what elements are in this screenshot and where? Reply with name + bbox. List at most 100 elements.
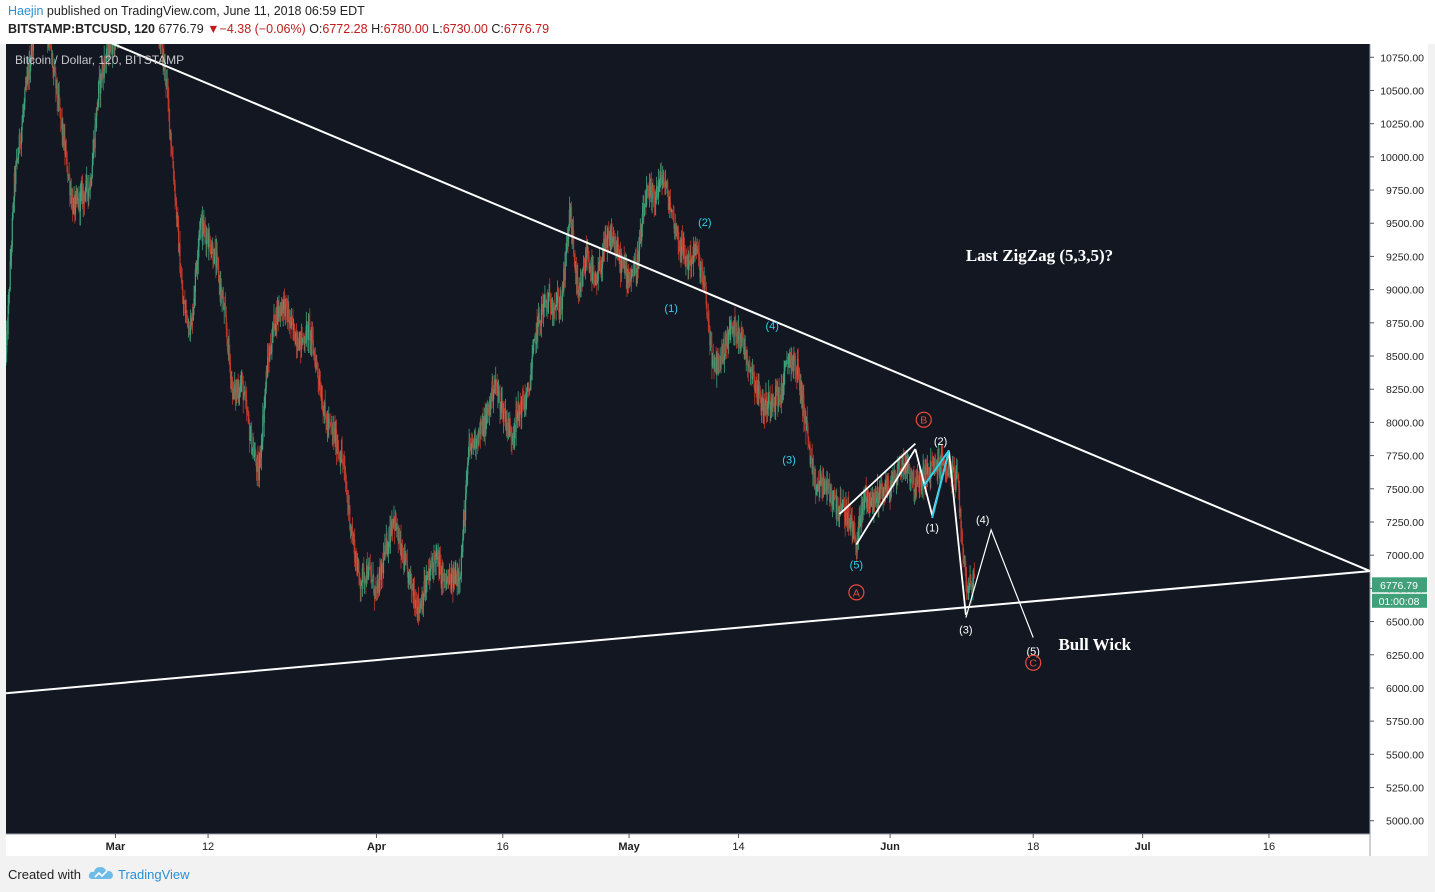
candle-body: [207, 240, 209, 247]
drawings-layer: (2) (1) (4) (3) (5) (2) (1) (4) (3) (5) B A C Last Zi…: [6, 44, 1371, 695]
low-value: 6730.00: [442, 22, 488, 36]
price-tick-label: 8000.00: [1386, 417, 1424, 429]
candle-body: [854, 533, 856, 539]
price-chart[interactable]: (2) (1) (4) (3) (5) (2) (1) (4) (3) (5) B A C Last Zi…: [6, 44, 1428, 856]
candle-body: [667, 182, 669, 197]
candle-body: [702, 283, 704, 285]
candle-body: [189, 334, 191, 335]
candle-body: [709, 341, 712, 346]
candle-body: [867, 491, 869, 499]
candle-body: [420, 601, 422, 609]
candle-body: [386, 538, 388, 554]
candle-body: [22, 110, 25, 115]
candle-body: [759, 385, 761, 393]
time-axis[interactable]: [6, 834, 1370, 856]
plot-area[interactable]: [6, 44, 1370, 834]
candle-body: [957, 474, 959, 481]
candle-body: [54, 67, 56, 73]
candle-body: [746, 351, 748, 357]
candle-body: [261, 441, 263, 445]
candle-body: [91, 177, 93, 186]
price-tick-label: 5500.00: [1386, 749, 1424, 761]
candle-body: [887, 478, 889, 486]
candle-body: [952, 465, 954, 470]
candle-body: [894, 472, 896, 477]
candle-body: [192, 308, 194, 321]
candle-body: [178, 243, 180, 253]
candle-body: [740, 335, 742, 342]
candle-body: [212, 246, 214, 262]
candle-body: [80, 191, 82, 193]
candle-body: [534, 335, 536, 340]
candle-body: [451, 570, 453, 575]
candle-body: [415, 599, 417, 608]
candle-body: [617, 243, 619, 256]
high-value: 6780.00: [383, 22, 429, 36]
candle-body: [78, 193, 80, 208]
candle-body: [423, 580, 425, 598]
candle-body: [892, 475, 894, 483]
footer: Created with TradingView: [0, 858, 1435, 892]
candle-body: [537, 312, 540, 318]
candle-body: [450, 578, 452, 591]
candle-body: [615, 245, 617, 253]
candle-body: [535, 335, 537, 345]
candle-body: [463, 512, 465, 520]
candle-body: [883, 491, 886, 493]
candle-body: [467, 457, 469, 463]
candle-body: [685, 258, 687, 261]
candle-body: [411, 574, 413, 589]
symbol-label[interactable]: BITSTAMP:BTCUSD, 120: [8, 22, 156, 36]
candle-body: [241, 376, 244, 381]
candle-body: [927, 467, 929, 469]
candle-body: [407, 568, 409, 584]
candle-body: [180, 277, 182, 282]
candle-body: [572, 226, 574, 231]
candle-body: [267, 356, 269, 359]
candle-body: [868, 499, 870, 509]
candle-body: [906, 459, 908, 471]
candle-body: [402, 557, 404, 560]
candle-body: [168, 108, 171, 133]
candle-body: [658, 181, 660, 183]
tradingview-link[interactable]: TradingView: [118, 867, 190, 882]
candle-body: [275, 309, 277, 326]
author-link[interactable]: Haejin: [8, 4, 44, 18]
wave-label: (5): [1026, 646, 1039, 658]
candle-body: [218, 265, 220, 282]
candle-body: [434, 552, 436, 556]
candle-body: [858, 522, 860, 529]
candle-body: [201, 217, 204, 237]
candle-body: [204, 223, 206, 228]
candle-body: [159, 44, 161, 47]
candle-body: [412, 588, 414, 597]
candle-body: [580, 281, 582, 284]
candle-body: [233, 388, 235, 393]
candle-body: [908, 461, 910, 466]
candle-body: [543, 299, 545, 304]
candle-body: [431, 564, 433, 567]
candle-body: [666, 182, 668, 188]
candle-body: [472, 441, 474, 448]
candle-body: [468, 441, 470, 458]
candle-body: [229, 355, 231, 364]
candle-body: [535, 323, 537, 345]
candle-body: [200, 217, 202, 221]
candle-body: [192, 315, 194, 321]
candle-body: [698, 253, 700, 262]
price-axis[interactable]: [1370, 44, 1428, 856]
candle-body: [676, 231, 678, 232]
candle-body: [694, 247, 696, 256]
candle-body: [672, 210, 674, 214]
candle-body: [681, 239, 683, 247]
candle-body: [934, 462, 936, 465]
candle-body: [354, 551, 356, 562]
candle-body: [829, 486, 831, 502]
candle-body: [806, 420, 808, 431]
candle-body: [302, 337, 305, 339]
candle-body: [834, 491, 836, 496]
candle-body: [682, 246, 684, 254]
candle-body: [408, 572, 410, 584]
candle-body: [25, 85, 27, 91]
candle-body: [540, 321, 542, 326]
